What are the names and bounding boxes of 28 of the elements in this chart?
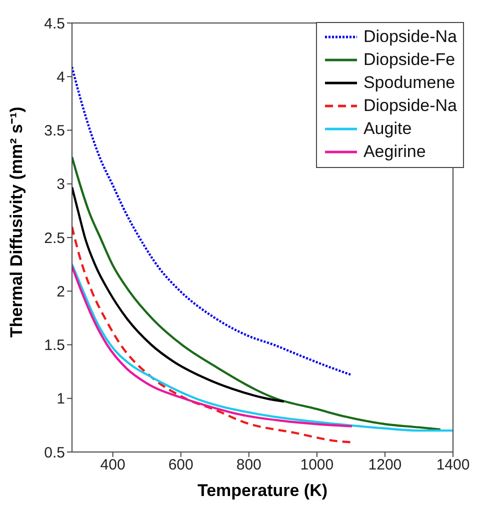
y-tick-label: 1 xyxy=(56,390,65,408)
y-tick-label: 4.5 xyxy=(44,15,65,32)
legend-label: Spodumene xyxy=(363,72,456,92)
line-series xyxy=(72,263,453,432)
legend-label: Aegirine xyxy=(363,142,426,162)
line-series xyxy=(72,66,352,376)
x-tick-label: 600 xyxy=(168,456,194,474)
y-tick-label: 0.5 xyxy=(44,444,65,462)
x-tick-label: 400 xyxy=(100,456,126,474)
y-tick-label: 2.5 xyxy=(44,230,65,247)
y-tick-label: 1.5 xyxy=(44,337,65,354)
y-axis-title: Thermal Diffusivity (mm² s⁻¹) xyxy=(7,106,26,338)
line-series xyxy=(72,186,286,403)
legend-label: Diopside-Fe xyxy=(363,50,456,70)
y-tick-label: 4 xyxy=(56,68,65,86)
line-series xyxy=(72,226,354,444)
x-tick-label: 1000 xyxy=(300,456,334,474)
legend-label: Augite xyxy=(363,118,412,138)
x-axis-title: Temperature (K) xyxy=(197,481,328,500)
x-tick-label: 1200 xyxy=(368,456,402,474)
y-tick-label: 3.5 xyxy=(44,122,65,140)
legend-label: Diopside-Na xyxy=(363,96,457,116)
line-series xyxy=(72,265,354,428)
y-tick-label: 2 xyxy=(56,283,65,300)
x-tick-label: 800 xyxy=(236,456,262,474)
x-tick-label: 1400 xyxy=(436,456,470,474)
y-tick-label: 3 xyxy=(56,176,65,194)
legend-label: Diopside-Na xyxy=(363,26,457,46)
